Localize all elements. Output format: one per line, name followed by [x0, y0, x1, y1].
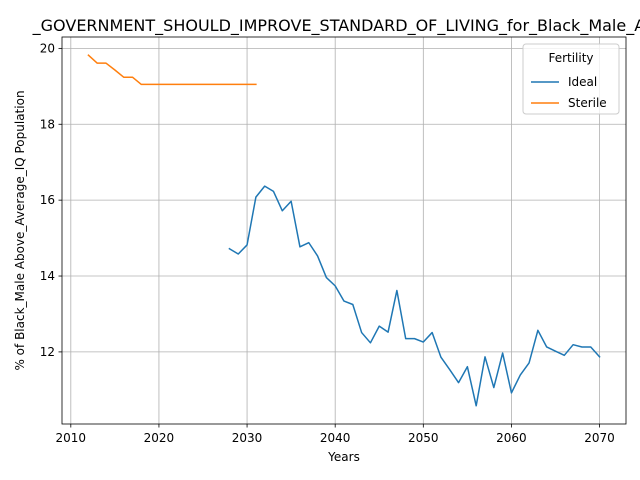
- x-tick-label: 2070: [584, 431, 615, 445]
- y-tick-label: 18: [40, 117, 55, 131]
- y-tick-label: 16: [40, 193, 55, 207]
- series-line-sterile: [87, 54, 257, 86]
- y-tick-label: 12: [40, 345, 55, 359]
- legend: Fertility Ideal Sterile: [522, 43, 620, 115]
- series-lines: [87, 54, 601, 407]
- series-line-ideal: [228, 185, 601, 407]
- chart-title: _GOVERNMENT_SHOULD_IMPROVE_STANDARD_OF_L…: [32, 16, 640, 36]
- y-tick-label: 14: [40, 269, 55, 283]
- x-tick-label: 2060: [496, 431, 527, 445]
- legend-label-sterile: Sterile: [568, 96, 607, 110]
- x-tick-label: 2030: [232, 431, 263, 445]
- grid: [62, 37, 626, 424]
- y-tick-label: 20: [40, 41, 55, 55]
- x-tick-label: 2050: [408, 431, 439, 445]
- axis-ticks: 2010 2020 2030 2040 2050 2060 2070 12 14 16 18 20: [40, 41, 615, 445]
- y-axis-label: % of Black_Male Above_Average_IQ Populat…: [13, 90, 27, 370]
- legend-title: Fertility: [548, 51, 593, 65]
- x-axis-label: Years: [327, 450, 360, 464]
- x-tick-label: 2020: [144, 431, 175, 445]
- x-tick-label: 2040: [320, 431, 351, 445]
- legend-items: Ideal Sterile: [531, 75, 607, 110]
- x-tick-label: 2010: [56, 431, 87, 445]
- legend-box: [522, 43, 620, 115]
- plot-frame: [61, 36, 627, 425]
- legend-label-ideal: Ideal: [568, 75, 597, 89]
